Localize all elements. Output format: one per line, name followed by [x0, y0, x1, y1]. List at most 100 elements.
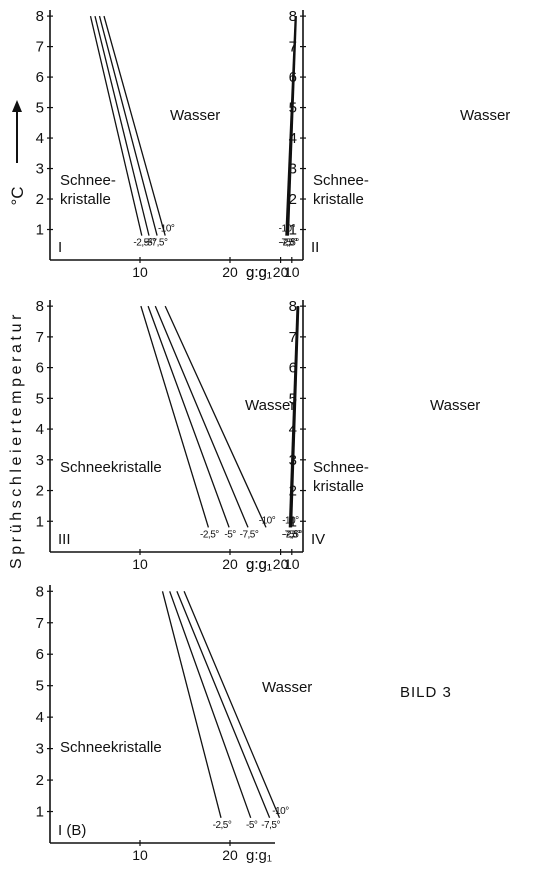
- panel-id-label: IV: [311, 531, 325, 548]
- region-label-water: Wasser: [430, 397, 480, 414]
- line-label: -10°: [259, 515, 276, 526]
- region-label-line: Schnee-: [60, 172, 116, 189]
- line-label: -7,5°: [149, 238, 168, 249]
- line-label: -2,5°: [280, 238, 299, 249]
- y-tick-label: 1: [289, 222, 297, 239]
- panel-id-label: II: [311, 239, 319, 256]
- y-tick-label: 8: [36, 8, 44, 25]
- region-label-line: kristalle: [313, 191, 364, 208]
- region-label-line: Schneekristalle: [60, 459, 162, 476]
- y-tick-label: 1: [289, 513, 297, 530]
- y-tick-label: 4: [289, 130, 297, 147]
- series-line: [161, 591, 222, 818]
- region-label-line: Wasser: [460, 107, 510, 124]
- line-label: -10°: [282, 515, 299, 526]
- x-tick-label: 20: [273, 264, 289, 280]
- line-label: -5°: [246, 820, 258, 831]
- y-tick-label: 2: [36, 483, 44, 500]
- y-tick-label: 1: [36, 804, 44, 821]
- panel-IV: 123456781020g:g₁IV-2,5°-5°-7,5°-10°Wasse…: [246, 298, 480, 573]
- region-label-water: Wasser: [460, 107, 510, 124]
- y-tick-label: 3: [36, 161, 44, 178]
- y-tick-label: 3: [36, 741, 44, 758]
- series-line: [169, 591, 252, 819]
- y-tick-label: 4: [36, 709, 44, 726]
- line-label: -2,5°: [200, 529, 219, 540]
- y-tick-label: 1: [36, 222, 44, 239]
- y-tick-label: 1: [36, 513, 44, 530]
- line-label: -2,5°: [133, 238, 152, 249]
- line-label: -7,5°: [279, 238, 298, 249]
- region-label-line: Schnee-: [313, 172, 369, 189]
- line-label: -7,5°: [261, 820, 280, 831]
- region-label-line: Schnee-: [313, 459, 369, 476]
- y-tick-label: 5: [289, 390, 297, 407]
- region-label-snow: Schnee-kristalle: [60, 172, 116, 208]
- series-line: [103, 15, 166, 236]
- region-label-line: Wasser: [430, 397, 480, 414]
- y-tick-label: 6: [289, 360, 297, 377]
- panel-id-label: III: [58, 531, 71, 548]
- region-label-line: kristalle: [60, 191, 111, 208]
- panel-II: 123456781020g:g₁II-2,5°-5°-7,5°-10°Wasse…: [246, 8, 510, 281]
- y-tick-label: 2: [36, 191, 44, 208]
- line-label: -2,5°: [213, 820, 232, 831]
- y-tick-label: 7: [289, 39, 297, 56]
- x-tick-label: 20: [222, 556, 238, 572]
- y-tick-label: 7: [36, 39, 44, 56]
- series-line: [183, 591, 281, 819]
- series-line: [140, 305, 210, 528]
- x-tick-label: 10: [132, 556, 148, 572]
- y-tick-label: 6: [36, 646, 44, 663]
- region-label-water: Wasser: [245, 397, 295, 414]
- region-label-line: Schneekristalle: [60, 739, 162, 756]
- figure-label: BILD 3: [400, 684, 452, 701]
- line-label: -5°: [224, 529, 236, 540]
- line-label: -2,5°: [283, 529, 302, 540]
- region-label-snow: Schnee-kristalle: [313, 459, 369, 495]
- region-label-water: Wasser: [262, 679, 312, 696]
- series-line: [288, 306, 298, 528]
- x-axis-label: g:g₁: [246, 264, 272, 281]
- y-tick-label: 5: [36, 390, 44, 407]
- y-tick-label: 8: [289, 8, 297, 25]
- series-line: [285, 16, 296, 236]
- series-line: [147, 305, 230, 528]
- x-tick-label: 10: [132, 847, 148, 863]
- series-line: [94, 15, 150, 236]
- panel-id-label: I (B): [58, 822, 86, 839]
- y-tick-label: 7: [289, 329, 297, 346]
- y-axis-title: Sprühschleiertemperatur: [8, 311, 25, 569]
- y-tick-label: 6: [36, 360, 44, 377]
- x-tick-label: 10: [284, 556, 300, 572]
- line-label: -10°: [158, 224, 175, 235]
- y-tick-label: 8: [36, 298, 44, 315]
- x-axis-label: g:g₁: [246, 556, 272, 573]
- region-label-snow: Schneekristalle: [60, 739, 162, 756]
- series-line: [98, 15, 158, 236]
- y-tick-label: 4: [36, 421, 44, 438]
- x-axis-label: g:g₁: [246, 556, 272, 573]
- region-label-snow: Schnee-kristalle: [313, 172, 369, 208]
- y-tick-label: 7: [36, 615, 44, 632]
- y-unit-label: °C: [8, 186, 27, 205]
- line-label: -5°: [283, 238, 295, 249]
- region-label-line: kristalle: [313, 478, 364, 495]
- y-tick-label: 2: [36, 772, 44, 789]
- x-tick-label: 20: [273, 556, 289, 572]
- series-line: [164, 305, 267, 528]
- y-tick-label: 8: [289, 298, 297, 315]
- y-tick-label: 6: [36, 69, 44, 86]
- line-label: -10°: [279, 224, 296, 235]
- x-axis-label: g:g₁: [246, 264, 272, 281]
- line-label: -5°: [144, 238, 156, 249]
- temperature-unit-arrow-icon: [12, 100, 22, 163]
- x-tick-label: 10: [284, 264, 300, 280]
- y-tick-label: 3: [289, 161, 297, 178]
- x-axis-label: g:g₁: [246, 847, 272, 864]
- x-tick-label: 20: [222, 264, 238, 280]
- y-tick-label: 8: [36, 583, 44, 600]
- y-tick-label: 2: [289, 191, 297, 208]
